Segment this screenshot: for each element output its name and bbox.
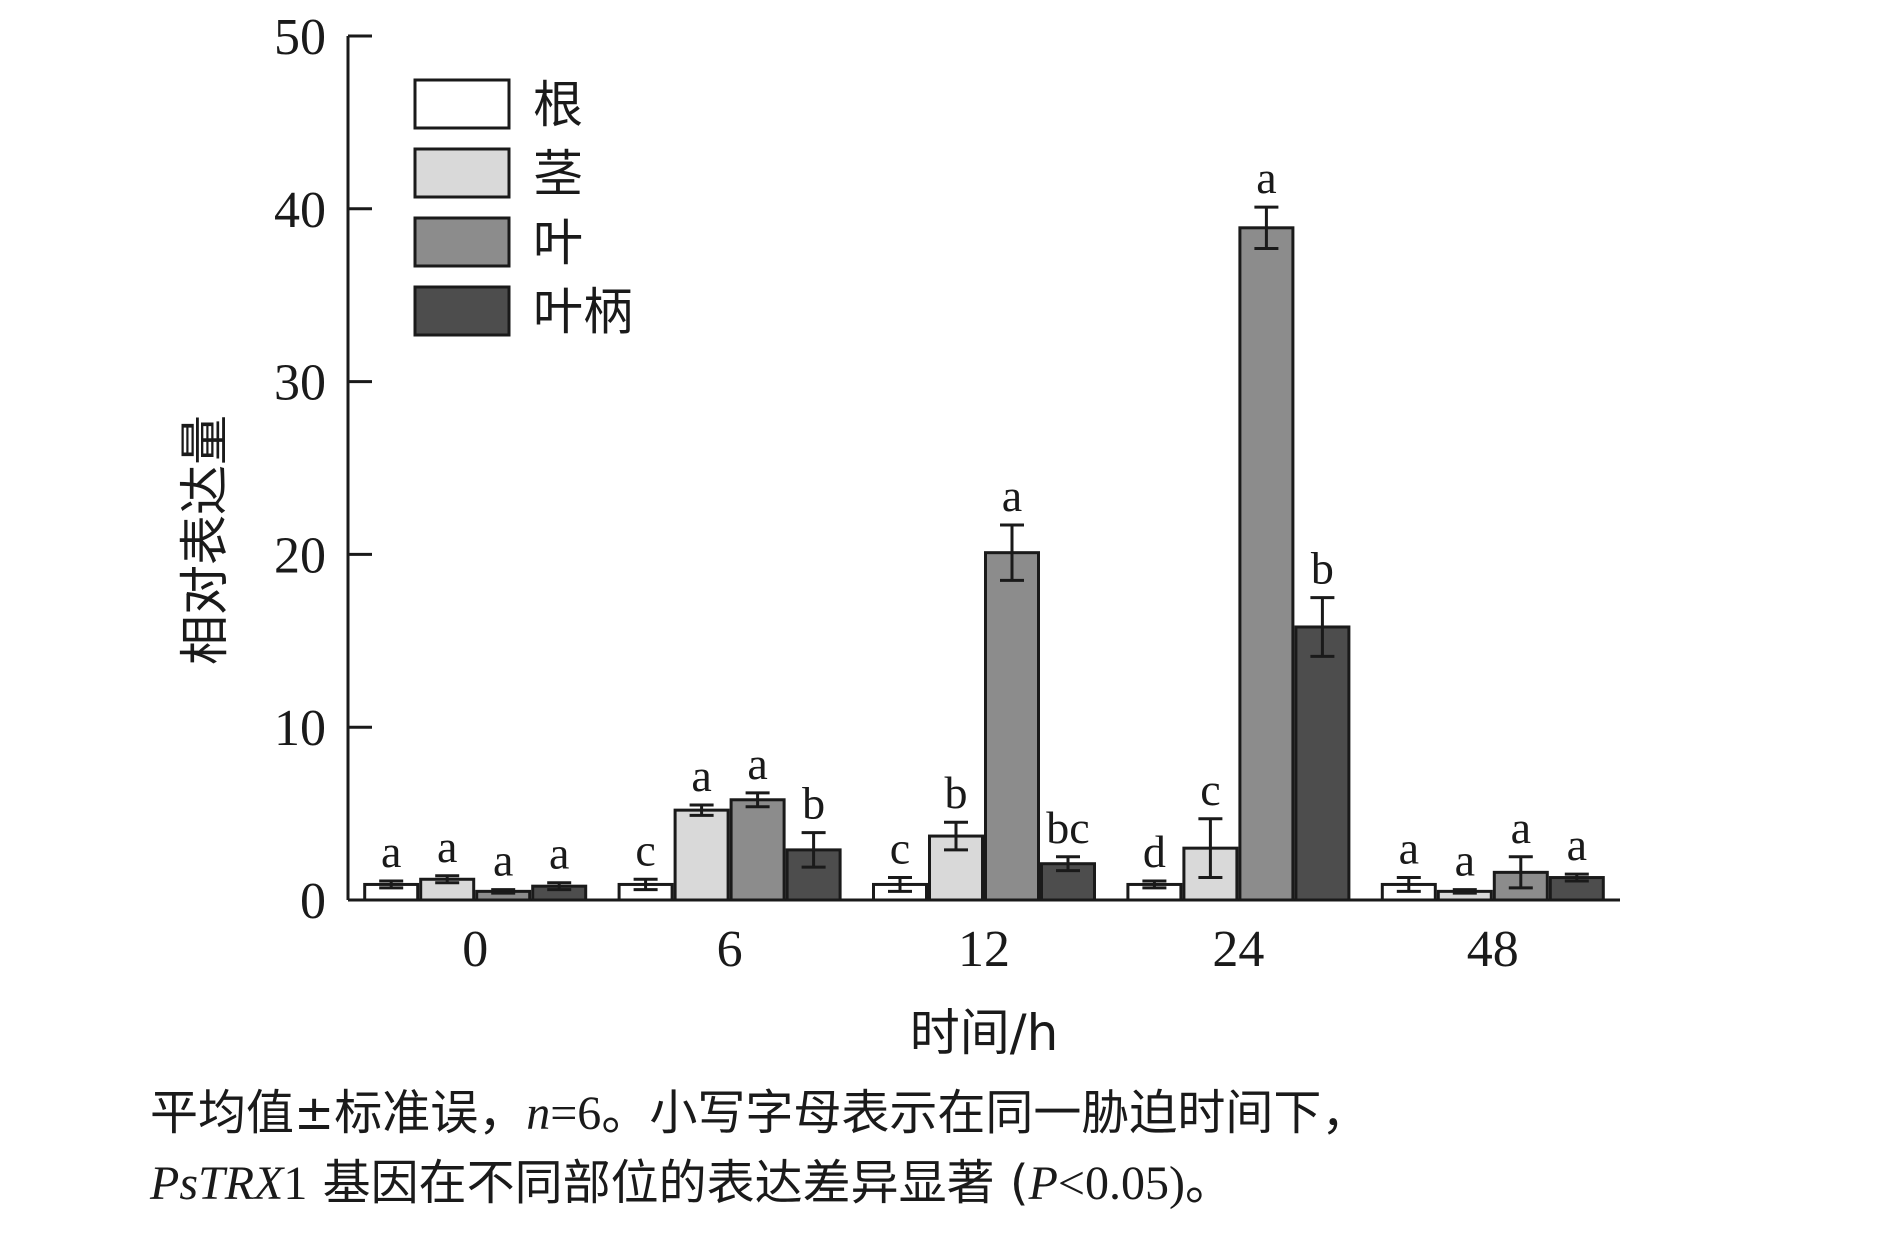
y-axis-title: 相对表达量 (176, 415, 234, 665)
x-tick-label: 6 (717, 921, 743, 978)
bar (1294, 625, 1351, 902)
caption-line-1: 平均值±标准误，n=6。小写字母表示在同一胁迫时间下， (150, 1080, 1870, 1147)
significance-label: b (1311, 543, 1334, 594)
significance-label: a (1455, 835, 1475, 886)
significance-label: a (437, 821, 457, 872)
legend-swatch (413, 216, 511, 268)
caption-line-2: PsTRX1 基因在不同部位的表达差异显著 (P<0.05)。 (150, 1150, 1870, 1217)
legend-swatch (413, 147, 511, 199)
caption-text: 平均值±标准误， (150, 1085, 527, 1141)
caption-p: P (1028, 1157, 1058, 1210)
caption-text: 。 (1184, 1155, 1233, 1211)
significance-label: a (747, 738, 767, 789)
bar (928, 834, 984, 902)
significance-label: c (1200, 764, 1220, 815)
significance-label: a (1511, 802, 1531, 853)
caption-n-value: =6 (550, 1087, 602, 1140)
y-tick-label: 0 (300, 873, 326, 930)
x-axis-title: 时间/h (910, 1004, 1059, 1062)
significance-label: c (635, 824, 655, 875)
caption-n: n (526, 1087, 551, 1140)
y-tick-label: 40 (274, 182, 326, 239)
significance-label: a (1256, 152, 1276, 203)
significance-label: b (802, 778, 825, 829)
y-tick-label: 30 (274, 355, 326, 412)
significance-label: c (890, 823, 910, 874)
significance-label: a (1399, 823, 1419, 874)
legend-label: 根 (533, 76, 583, 134)
bar (984, 551, 1040, 902)
caption-text: 基因在不同部位的表达差异显著 ( (307, 1155, 1029, 1211)
legend-swatch (413, 285, 511, 337)
caption-gene-number: 1 (283, 1157, 308, 1210)
legend-swatch (413, 78, 511, 130)
significance-label: a (1567, 819, 1587, 870)
significance-label: d (1143, 826, 1166, 877)
caption-text: 。小写字母表示在同一胁迫时间下， (601, 1085, 1370, 1141)
caption-gene-name: PsTRX (150, 1157, 284, 1210)
x-tick-label: 24 (1212, 921, 1264, 978)
caption-p-value: <0.05) (1057, 1157, 1185, 1210)
bar (1238, 226, 1295, 902)
significance-label: b (945, 767, 968, 818)
y-tick-label: 50 (274, 9, 326, 66)
significance-label: a (1002, 470, 1022, 521)
significance-label: a (549, 828, 569, 879)
legend-label: 叶 (533, 214, 583, 272)
x-tick-label: 0 (462, 921, 488, 978)
legend-label: 茎 (533, 145, 583, 203)
significance-label: bc (1046, 802, 1089, 853)
significance-label: a (381, 826, 401, 877)
y-tick-label: 20 (274, 527, 326, 584)
x-tick-label: 48 (1467, 921, 1519, 978)
y-tick-label: 10 (274, 700, 326, 757)
bar (673, 808, 730, 902)
legend-label: 叶柄 (533, 283, 633, 341)
significance-label: a (691, 750, 711, 801)
significance-label: a (493, 835, 513, 886)
bar (729, 798, 786, 902)
x-tick-label: 12 (958, 921, 1010, 978)
